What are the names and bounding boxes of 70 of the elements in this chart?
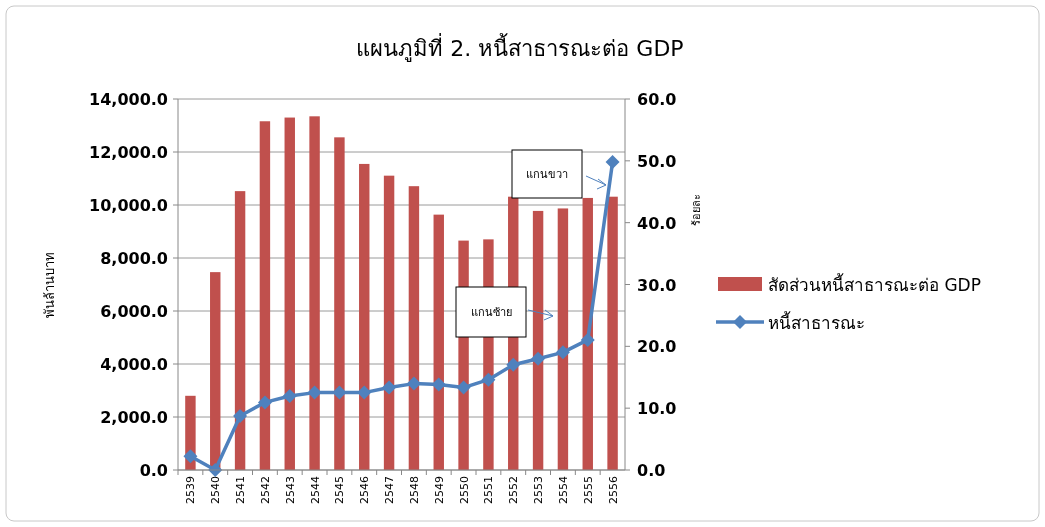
y2-tick-label: 60.0	[637, 90, 677, 109]
point	[605, 155, 620, 170]
y2-tick-label: 30.0	[637, 275, 677, 295]
x-tick-label: 2550	[457, 476, 471, 504]
y2-tick-label: 0.0	[637, 461, 666, 480]
y-tick-label: 10,000.0	[89, 196, 168, 215]
y2-axis-title: ร้อยละ	[690, 194, 703, 226]
x-tick-label: 2548	[407, 476, 421, 504]
y-tick-label: 12,000.0	[89, 143, 168, 162]
point	[357, 385, 372, 400]
x-tick-label: 2553	[532, 476, 546, 504]
point	[456, 380, 471, 395]
bar	[408, 186, 420, 470]
bar	[557, 208, 569, 470]
point	[233, 408, 248, 423]
bar	[532, 210, 544, 470]
x-tick-label: 2554	[556, 476, 570, 504]
point	[183, 449, 198, 464]
bar	[284, 117, 295, 470]
y2-tick-label: 10.0	[637, 399, 677, 419]
bar	[607, 196, 618, 470]
point	[257, 395, 272, 410]
x-tick-label: 2544	[308, 476, 322, 504]
y-tick-label: 8,000.0	[100, 249, 168, 268]
x-tick-label: 2545	[333, 476, 347, 504]
x-tick-label: 2556	[606, 476, 620, 504]
x-tick-label: 2539	[184, 476, 198, 504]
y2-tick-label: 50.0	[637, 151, 677, 171]
x-tick-label: 2540	[209, 476, 223, 504]
y2-tick-label: 40.0	[637, 213, 677, 233]
y2-tick-label: 20.0	[637, 337, 677, 357]
point	[406, 376, 421, 391]
bar	[433, 214, 444, 470]
x-tick-label: 2541	[234, 476, 248, 504]
y-tick-label: 0.0	[139, 461, 168, 480]
bar	[383, 175, 395, 470]
point	[282, 389, 297, 404]
bar	[309, 116, 320, 470]
point	[307, 385, 322, 400]
point	[555, 345, 570, 360]
point	[481, 372, 496, 387]
y-tick-label: 14,000.0	[89, 90, 168, 109]
point	[506, 357, 521, 372]
annotation: แกนขวา	[526, 168, 568, 181]
y-tick-label: 4,000.0	[100, 355, 168, 374]
point	[431, 377, 446, 392]
bar	[359, 163, 370, 470]
annotation: แกนซ้าย	[470, 306, 512, 319]
bar	[234, 191, 246, 470]
x-tick-label: 2549	[432, 476, 446, 504]
x-tick-label: 2547	[383, 476, 397, 504]
point	[382, 380, 397, 395]
point	[531, 351, 546, 366]
y-tick-label: 2,000.0	[100, 408, 168, 427]
x-tick-label: 2542	[258, 476, 272, 504]
x-tick-label: 2555	[581, 476, 595, 504]
bar	[259, 121, 271, 470]
point	[332, 385, 347, 400]
x-tick-label: 2543	[283, 476, 297, 504]
legend-label: สัดส่วนหนี้สาธารณะต่อ GDP	[768, 273, 981, 295]
y-tick-label: 6,000.0	[100, 302, 168, 321]
legend-label: หนี้สาธารณะ	[768, 311, 865, 333]
chart-title: แผนภูมิที่ 2. หนี้สาธารณะต่อ GDP	[356, 33, 684, 62]
bar	[334, 137, 345, 470]
point	[580, 332, 595, 347]
x-tick-label: 2551	[482, 476, 496, 504]
x-tick-label: 2552	[507, 476, 521, 504]
bar	[210, 272, 221, 470]
y-axis-title: พันล้านบาท	[42, 251, 57, 318]
x-tick-label: 2546	[358, 476, 372, 504]
